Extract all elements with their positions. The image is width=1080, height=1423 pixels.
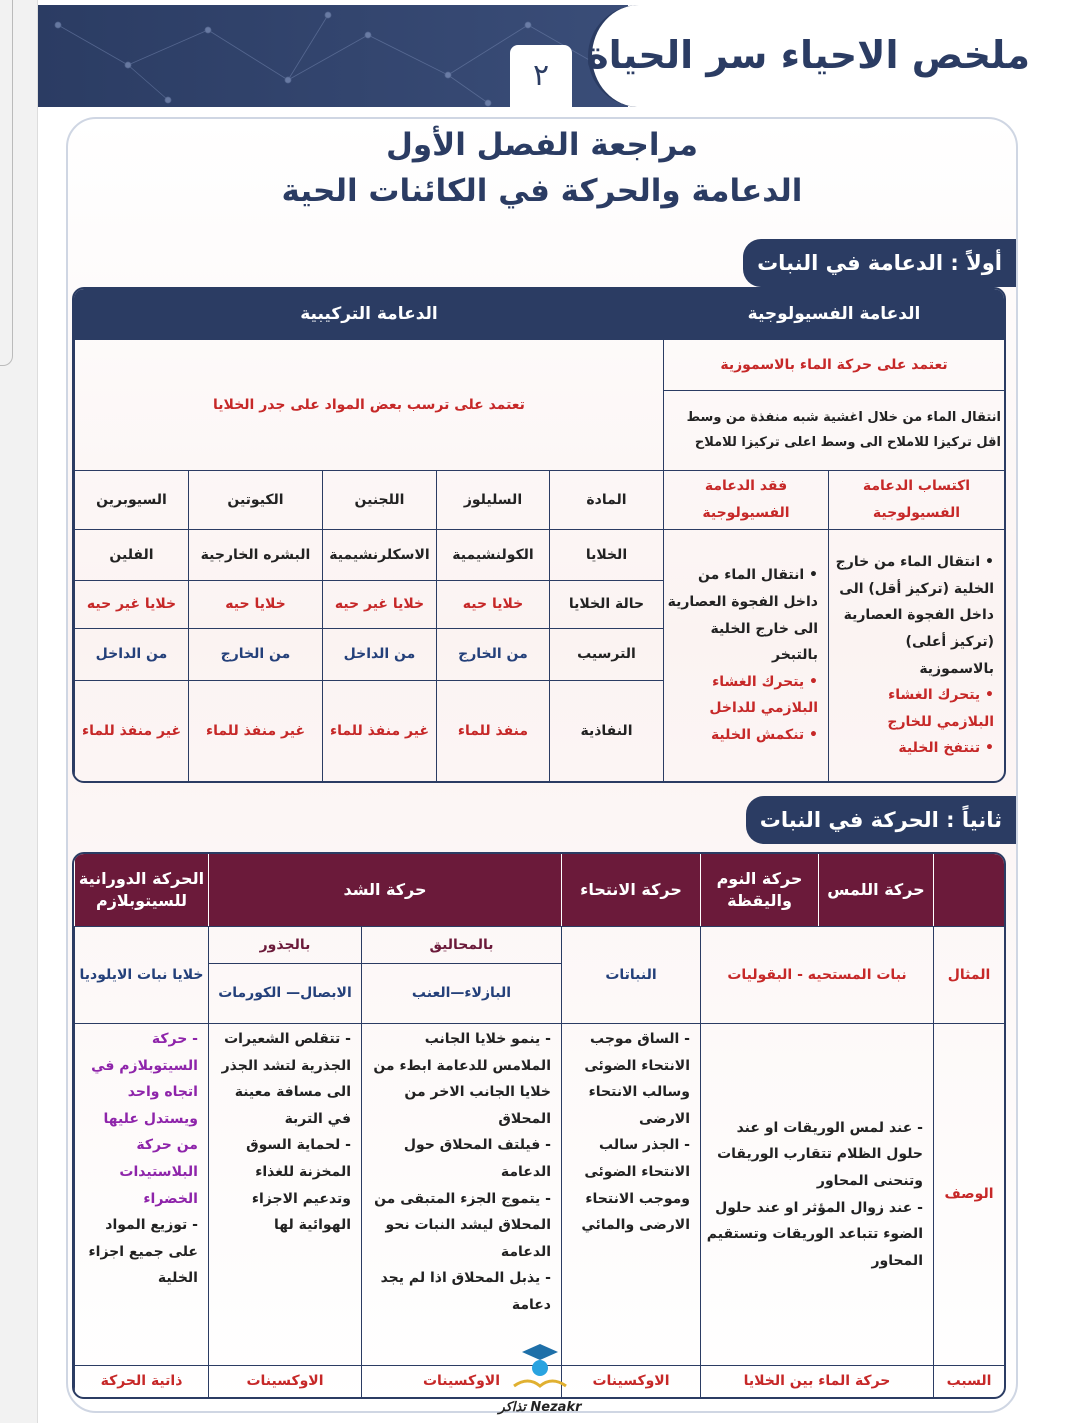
loss-header: فقد الدعامة الفسيولوجية (662, 470, 828, 529)
list-item: - حركة السيتوبلازم في اتجاه واحد ويستدل … (91, 1031, 198, 1207)
row-label: الترسيب (548, 628, 663, 680)
page-number: ٢ (510, 45, 572, 107)
tropism-desc: - الساق موجب الانتحاء الضوئى وسالب الانت… (561, 1023, 700, 1365)
cell: من الداخل (74, 628, 188, 680)
cell: منفذ للماء (435, 680, 549, 781)
row-label: المثال (933, 926, 1004, 1023)
physio-header: الدعامة الفسيولوجية (662, 289, 1004, 339)
list-item: - تتقلص الشعيرات الجذرية لتشد الجذر الى … (221, 1031, 351, 1127)
list-item: - توزيع المواد على جميع اجزاء الخلية (88, 1217, 198, 1287)
cyclosis-desc: - حركة السيتوبلازم في اتجاه واحد ويستدل … (74, 1023, 208, 1365)
list-item: - يتموج الجزء المتبقى من المحلاق ليشد ال… (374, 1190, 551, 1260)
cell: حركة الماء بين الخلايا (700, 1365, 933, 1397)
sleep-header: حركة النوم واليقظة (700, 854, 818, 926)
touch-sleep-desc: - عند لمس الوريقات او عند حلول الظلام تت… (700, 1023, 933, 1365)
gain-list: • انتقال الماء من خارج الخلية (تركيز أقل… (828, 529, 1004, 781)
cyclosis-header: الحركة الدورانية للسيتوبلازم (74, 854, 208, 926)
section2-label: ثانياً : الحركة في النبات (745, 796, 1016, 844)
cell: خلايا حيه (187, 580, 322, 628)
col-header: السليلوز (435, 470, 549, 529)
cell: خلايا نبات الايلوديا (74, 926, 208, 1023)
list-item: - الجذر سالب الانتحاء الضوئى وموجب الانت… (581, 1137, 690, 1234)
watermark-logo: Nezakr تذاكر (490, 1342, 590, 1415)
cell: الاسكلرنشيمية (321, 529, 436, 580)
content-box: مراجعة الفصل الأول الدعامة والحركة في ال… (66, 117, 1018, 1413)
loss-list: • انتقال الماء من داخل الفجوة العصارية ا… (662, 529, 828, 781)
cell: البازلاء—العنب (361, 963, 561, 1023)
cell: غير منفذ للماء (74, 680, 188, 781)
physio-definition: انتقال الماء من خلال اغشية شبه منفذة من … (662, 390, 1004, 470)
cell: غير منفذ للماء (321, 680, 436, 781)
cell: خلايا غير حيه (321, 580, 436, 628)
cell: بالجذور (207, 926, 361, 963)
cell: الكولنشيمية (435, 529, 549, 580)
title-area: ملخص الاحياء سر الحياة (586, 5, 1038, 107)
list-item: - يذبل المحلاق اذا لم يجد دعامة (380, 1270, 551, 1313)
list-item: - الساق موجب الانتحاء الضوئى وسالب الانت… (584, 1031, 690, 1127)
cell: من الخارج (435, 628, 549, 680)
list-item: • تنكمش الخلية (710, 726, 818, 743)
list-item: • انتقال الماء من خارج الخلية (تركيز أقل… (835, 554, 994, 677)
roots-desc: - تتقلص الشعيرات الجذرية لتشد الجذر الى … (207, 1023, 361, 1365)
cell: النباتات (561, 926, 700, 1023)
page: ملخص الاحياء سر الحياة ٢ مراجعة الفصل ال… (38, 0, 1043, 1423)
row-label: الخلايا (548, 529, 663, 580)
list-item: • يتحرك الغشاء البلازمي للخارج (887, 687, 994, 730)
cell: بالمحاليق (361, 926, 561, 963)
cell: من الخارج (187, 628, 322, 680)
cell: الفلين (74, 529, 188, 580)
cell: غير منفذ للماء (187, 680, 322, 781)
blank-header (933, 854, 1004, 926)
list-item: - لحماية السوق المخزنة للغذاء وتدعيم الا… (246, 1137, 351, 1234)
touch-header: حركة اللمس (818, 854, 933, 926)
tendrils-desc: - ينمو خلايا الجانب الملامس للدعامة ابطء… (361, 1023, 561, 1365)
cell: خلايا حيه (435, 580, 549, 628)
list-item: - ينمو خلايا الجانب الملامس للدعامة ابطء… (373, 1031, 551, 1127)
list-item: • انتقال الماء من داخل الفجوة العصارية ا… (667, 567, 818, 664)
cell: الاوكسينات (207, 1365, 361, 1397)
movement-table: حركة اللمس حركة النوم واليقظة حركة الانت… (72, 852, 1006, 1399)
section1-label: أولاً : الدعامة في النبات (743, 239, 1016, 287)
cell: الاوكسينات (361, 1365, 561, 1397)
graduate-book-icon (513, 1344, 567, 1388)
list-item: - فيلتف المحلاق حول الدعامة (403, 1137, 551, 1180)
col-header: السيوبرين (74, 470, 188, 529)
list-item: • تنتفخ الخلية (898, 740, 994, 757)
row-label: حالة الخلايا (548, 580, 663, 628)
support-table: الدعامة الفسيولوجية الدعامة التركيبية تع… (72, 287, 1006, 783)
chapter-subtitle: الدعامة والحركة في الكائنات الحية (281, 173, 803, 209)
col-header: المادة (548, 470, 663, 529)
left-margin (0, 0, 38, 1423)
physio-basis: تعتمد على حركة الماء بالاسموزية (662, 339, 1004, 390)
row-label: الوصف (933, 1023, 1004, 1365)
list-item: - عند زوال المؤثر او عند حلول الضوء تتبا… (706, 1199, 923, 1269)
tropism-header: حركة الانتحاء (561, 854, 700, 926)
gain-header: اكتساب الدعامة الفسيولوجية (828, 470, 1004, 529)
list-item: - عند لمس الوريقات او عند حلول الظلام تت… (717, 1119, 923, 1189)
col-header: الكيوتين (187, 470, 322, 529)
cell: نبات المستحيه - البقوليات (700, 926, 933, 1023)
cell: الابصال— الكورمات (207, 963, 361, 1023)
cell: ذاتية الحركة (74, 1365, 208, 1397)
cell: البشره الخارجية (187, 529, 322, 580)
document-title: ملخص الاحياء سر الحياة (586, 33, 1030, 77)
row-label: النفاذية (548, 680, 663, 781)
cell: من الداخل (321, 628, 436, 680)
cell: خلايا غير حيه (74, 580, 188, 628)
network-pattern-icon (54, 11, 602, 107)
list-item: • يتحرك الغشاء البلازمي للداخل (709, 673, 818, 717)
tension-header: حركة الشد (207, 854, 561, 926)
chapter-title: مراجعة الفصل الأول (386, 127, 698, 163)
col-header: اللجنين (321, 470, 436, 529)
row-label: السبب (933, 1365, 1004, 1397)
cell: الاوكسينات (561, 1365, 700, 1397)
structural-basis: تعتمد على ترسب بعض المواد على جدر الخلاي… (74, 339, 663, 470)
structural-header: الدعامة التركيبية (74, 289, 663, 339)
